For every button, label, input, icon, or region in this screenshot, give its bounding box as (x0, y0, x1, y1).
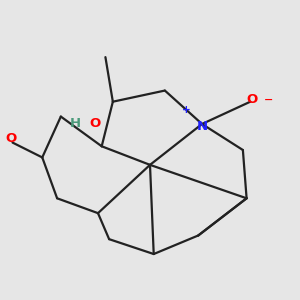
Text: N: N (196, 121, 208, 134)
Text: H: H (70, 117, 81, 130)
Text: +: + (182, 105, 191, 115)
Text: O: O (89, 117, 100, 130)
Text: O: O (247, 93, 258, 106)
Text: O: O (5, 132, 16, 145)
Text: −: − (264, 95, 274, 105)
